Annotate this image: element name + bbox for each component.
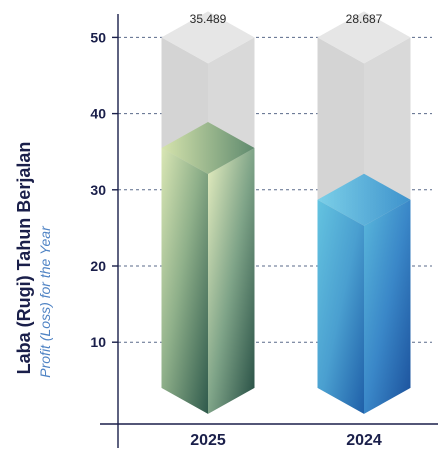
bar-2024 <box>317 11 411 414</box>
y-tick-label: 20 <box>90 258 106 274</box>
bar-track-top-face <box>161 11 255 64</box>
bar-value-2025 <box>161 121 255 414</box>
bar-value-2024 <box>317 173 411 414</box>
y-tick-label: 40 <box>90 106 106 122</box>
bar-value-left-face <box>161 147 208 414</box>
value-label: 35.489 <box>190 12 227 26</box>
value-labels: 35.489 28.687 <box>190 12 383 26</box>
x-tick-labels: 2025 2024 <box>190 432 382 449</box>
bar-value-left-face <box>317 199 364 414</box>
y-tick-labels: 10 20 30 40 50 <box>90 29 106 350</box>
bar-value-top-face <box>317 173 411 226</box>
y-tick-label: 50 <box>90 29 106 45</box>
value-label: 28.687 <box>346 12 383 26</box>
bar-value-right-face <box>208 147 255 414</box>
x-tick-label: 2024 <box>346 432 382 449</box>
y-axis-title: Laba (Rugi) Tahun Berjalan <box>14 142 34 375</box>
y-axis-subtitle: Profit (Loss) for the Year <box>37 225 53 378</box>
y-tick-label: 10 <box>90 334 106 350</box>
bar-2025 <box>161 11 255 414</box>
bars <box>161 11 411 414</box>
bar-value-top-face <box>161 121 255 174</box>
y-tick-label: 30 <box>90 182 106 198</box>
x-tick-label: 2025 <box>190 432 226 449</box>
bar-track-top-face <box>317 11 411 64</box>
gridlines <box>112 36 432 343</box>
bar-value-right-face <box>364 199 411 414</box>
